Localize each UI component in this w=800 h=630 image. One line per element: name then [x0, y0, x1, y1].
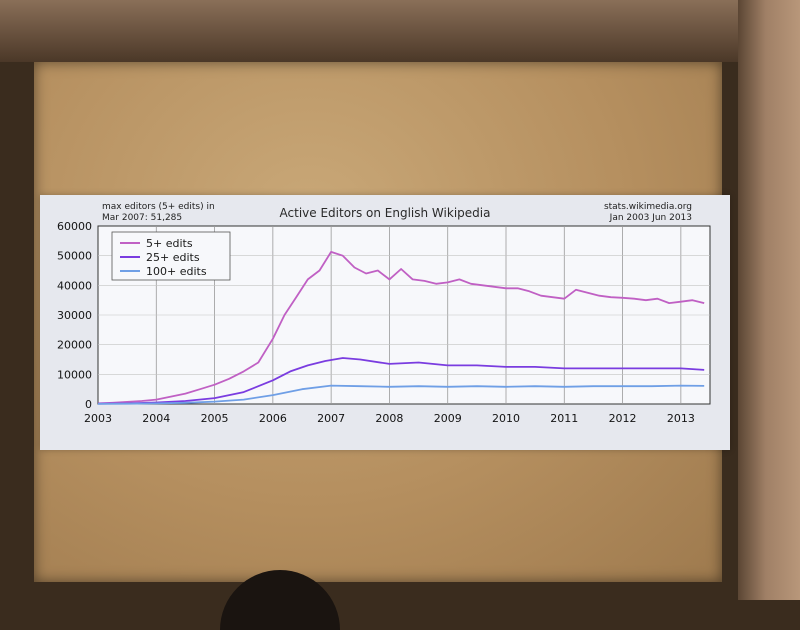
max-editors-note-line2: Mar 2007: 51,285	[102, 213, 182, 223]
x-tick-label: 2003	[84, 412, 112, 425]
x-tick-label: 2009	[434, 412, 462, 425]
room-wall	[738, 0, 800, 600]
y-tick-label: 50000	[57, 250, 92, 263]
series-line-100-edits	[97, 384, 705, 405]
x-tick-label: 2008	[375, 412, 403, 425]
series-line-25-edits	[97, 357, 705, 405]
x-tick-label: 2004	[142, 412, 170, 425]
y-tick-label: 40000	[57, 279, 92, 292]
series-line-5-edits	[97, 251, 705, 405]
chart-title: Active Editors on English Wikipedia	[280, 206, 491, 220]
y-tick-label: 10000	[57, 368, 92, 381]
legend-label: 100+ edits	[146, 265, 207, 278]
y-tick-label: 20000	[57, 339, 92, 352]
x-tick-label: 2007	[317, 412, 345, 425]
source-note-line2: Jan 2003 Jun 2013	[609, 213, 692, 223]
y-tick-label: 30000	[57, 309, 92, 322]
y-tick-label: 0	[85, 398, 92, 411]
x-tick-label: 2012	[609, 412, 637, 425]
x-tick-label: 2010	[492, 412, 520, 425]
legend-label: 25+ edits	[146, 251, 200, 264]
x-tick-label: 2011	[550, 412, 578, 425]
y-tick-label: 60000	[57, 220, 92, 233]
projector-frame-top	[0, 0, 800, 62]
line-chart: max editors (5+ edits) in Mar 2007: 51,2…	[57, 202, 711, 425]
max-editors-note-line1: max editors (5+ edits) in	[102, 202, 215, 212]
x-tick-label: 2006	[259, 412, 287, 425]
chart-slide: max editors (5+ edits) in Mar 2007: 51,2…	[40, 195, 730, 450]
source-note-line1: stats.wikimedia.org	[604, 202, 692, 212]
x-tick-label: 2005	[201, 412, 229, 425]
legend-label: 5+ edits	[146, 237, 193, 250]
x-tick-label: 2013	[667, 412, 695, 425]
